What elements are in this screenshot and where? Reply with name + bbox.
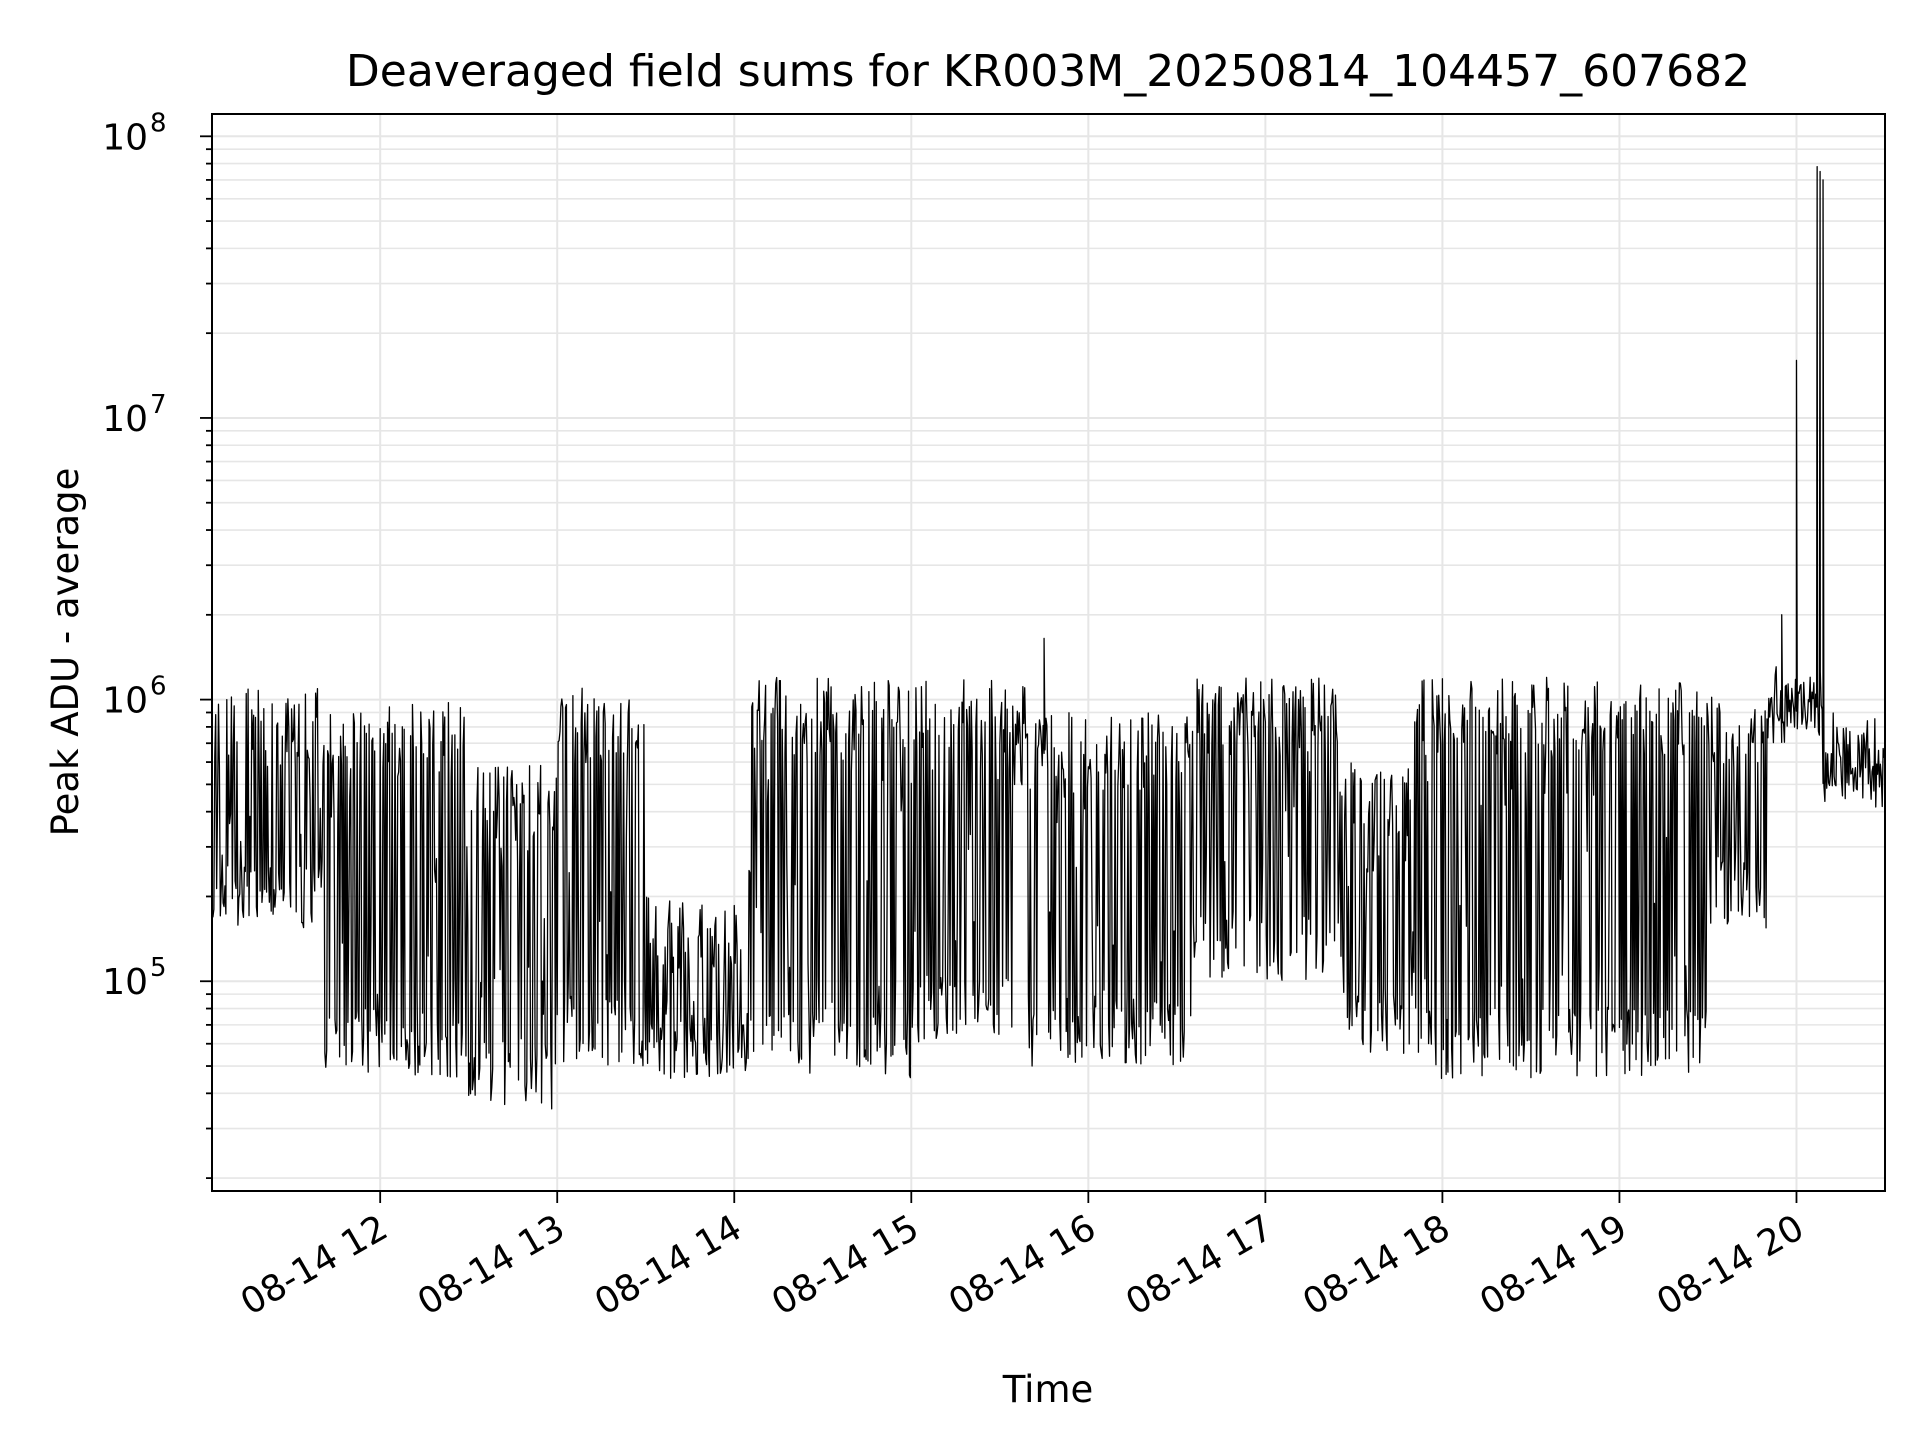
y-tick-label: 10	[102, 681, 148, 722]
y-tick-exponent: 5	[150, 953, 167, 983]
y-tick-base: 10	[102, 117, 148, 158]
y-tick-base: 10	[102, 681, 148, 722]
plot-frame	[211, 113, 1886, 1192]
y-tick-exponent: 7	[150, 390, 167, 420]
y-tick-label: 10	[102, 117, 148, 158]
y-tick-exponent: 6	[150, 672, 167, 702]
series-line	[211, 166, 1885, 1110]
chart-title: Deaveraged field sums for KR003M_2025081…	[346, 46, 1750, 97]
y-tick-base: 10	[102, 399, 148, 440]
y-tick-label: 10	[102, 399, 148, 440]
y-axis-label: Peak ADU - average	[44, 468, 87, 837]
y-tick-base: 10	[102, 962, 148, 1003]
series-path	[211, 166, 1885, 1110]
y-tick-exponent: 8	[150, 108, 167, 138]
x-axis-label: Time	[1002, 1368, 1094, 1411]
y-tick-label: 10	[102, 962, 148, 1003]
